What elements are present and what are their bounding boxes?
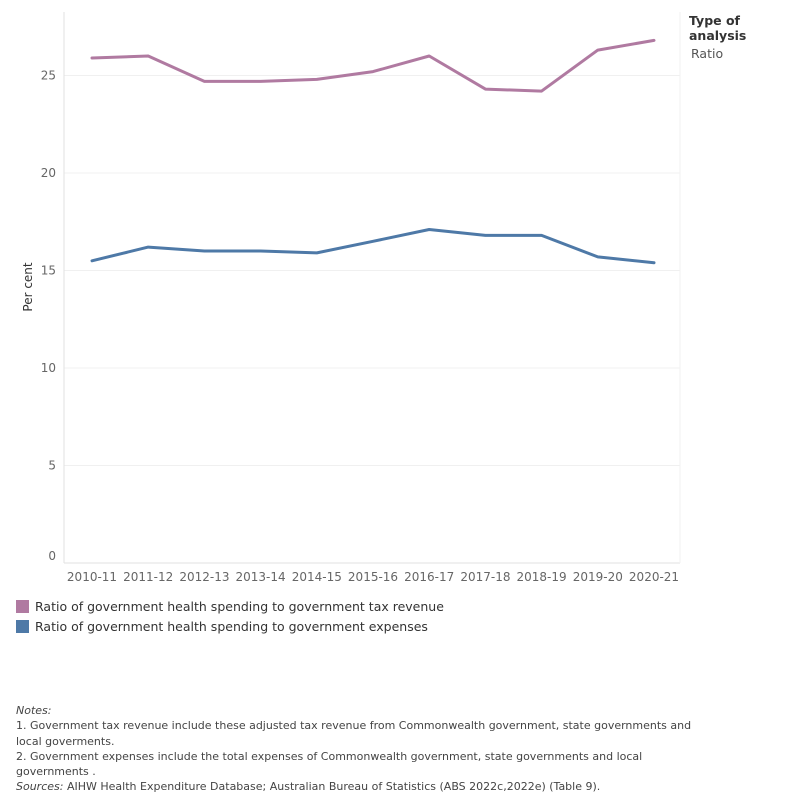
x-tick-label: 2020-21 [629, 570, 679, 584]
legend-swatch-tax-revenue [16, 599, 29, 613]
y-tick-label: 15 [41, 264, 56, 278]
note-2: 2. Government expenses include the total… [16, 749, 643, 779]
series-line-tax-revenue [90, 38, 656, 93]
legend: Ratio of government health spending to g… [16, 596, 444, 636]
series-line-expenses [90, 228, 656, 265]
filter-panel: Type of analysis Ratio [689, 13, 800, 61]
note-1: 1. Government tax revenue include these … [16, 719, 692, 748]
y-axis-title: Per cent [21, 262, 35, 312]
x-tick-label: 2016-17 [404, 570, 454, 584]
x-tick-label: 2018-19 [517, 570, 567, 584]
legend-item-tax-revenue[interactable]: Ratio of government health spending to g… [16, 596, 444, 616]
legend-swatch-expenses [16, 619, 29, 633]
sources-label: Sources: [16, 780, 64, 794]
y-tick-label: 5 [48, 459, 56, 473]
axes [63, 12, 681, 564]
y-tick-label: 0 [48, 549, 56, 563]
tick-labels: 0 5 10 15 20 25 2010-11 2011-12 2012-13 2013-14 20… [41, 69, 679, 585]
gridlines [64, 75, 680, 466]
sources-text: AIHW Health Expenditure Database; Austra… [63, 780, 601, 794]
y-tick-label: 25 [41, 69, 56, 83]
x-tick-label: 2019-20 [573, 570, 623, 584]
y-tick-label: 10 [41, 361, 56, 375]
x-tick-label: 2014-15 [292, 570, 342, 584]
legend-label-tax-revenue: Ratio of government health spending to g… [35, 598, 444, 614]
legend-label-expenses: Ratio of government health spending to g… [35, 618, 428, 634]
legend-item-expenses[interactable]: Ratio of government health spending to g… [16, 616, 444, 636]
notes-heading: Notes: [16, 704, 52, 717]
x-tick-label: 2012-13 [179, 570, 229, 584]
x-tick-label: 2017-18 [460, 570, 510, 584]
y-tick-label: 20 [41, 166, 56, 180]
x-tick-label: 2010-11 [67, 570, 117, 584]
filter-title: Type of analysis [689, 13, 747, 43]
series-lines [90, 38, 656, 265]
x-tick-label: 2013-14 [236, 570, 286, 584]
notes: Notes: 1. Government tax revenue include… [16, 703, 696, 795]
filter-value-ratio[interactable]: Ratio [691, 46, 724, 61]
sources: Sources: AIHW Health Expenditure Databas… [16, 779, 696, 794]
x-tick-label: 2015-16 [348, 570, 398, 584]
x-tick-label: 2011-12 [123, 570, 173, 584]
